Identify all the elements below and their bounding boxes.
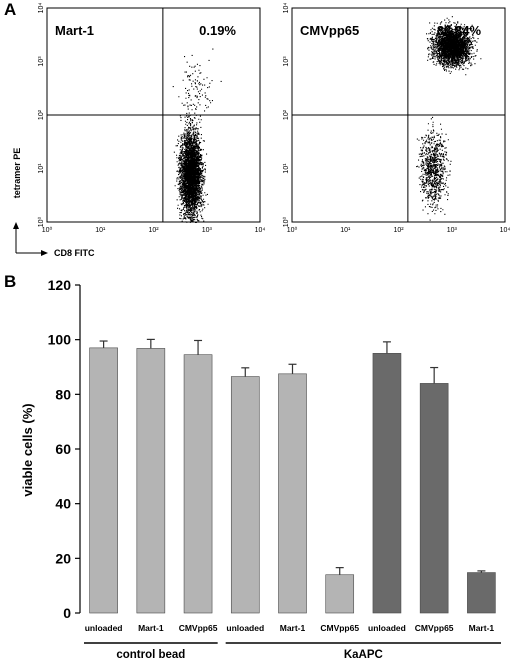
category-label: unloaded [226, 623, 264, 633]
bar [372, 353, 402, 614]
x-tick-label: 10⁰ [287, 226, 298, 234]
bar [230, 376, 260, 614]
category-label: unloaded [368, 623, 406, 633]
y-tick-label: 10⁴ [38, 3, 45, 14]
bar [278, 373, 307, 614]
x-tick-label: 10⁴ [500, 227, 511, 234]
category-label: Mart-1 [469, 623, 495, 633]
dot-plot-1: Mart-1 0.19% 10⁰ 10¹ 10² 10³ 10⁴ 10⁰ 10¹ 10² 10³ 10… [37, 3, 265, 234]
bar-group [230, 367, 260, 614]
y-tick-label: 10² [283, 109, 290, 120]
y-tick-label: 60 [55, 441, 71, 457]
y-tick-label: 100 [48, 332, 72, 348]
x-tick-label: 10¹ [340, 227, 351, 234]
bar [183, 354, 213, 614]
y-tick-label: 20 [55, 550, 71, 566]
y-tick-label: 40 [55, 496, 71, 512]
dot-plot-2: CMVpp65 88.84% 10⁰ 10¹ 10² 10³ 10⁴ 10⁰ 10¹ 10² 10³… [282, 3, 510, 234]
bar [89, 347, 118, 614]
flow-cytometry-panel: Mart-1 0.19% 10⁰ 10¹ 10² 10³ 10⁴ 10⁰ 10¹ 10² 10³ 10… [12, 3, 510, 258]
bar-group [467, 570, 496, 614]
bar-group [183, 339, 213, 614]
viability-bar-chart: 0 20 40 60 80 100 120 viable cells (%) unloaded M… [20, 277, 501, 660]
bar [325, 574, 355, 614]
panel-b-letter: B [4, 272, 17, 291]
category-label: CMVpp65 [320, 623, 359, 633]
y-tick-label: 80 [55, 386, 71, 402]
y-tick-label: 10³ [283, 56, 290, 67]
bar-group [325, 567, 355, 614]
bar-group [419, 366, 449, 614]
bar-group [278, 363, 307, 614]
group-label: control bead [116, 649, 185, 660]
y-tick-label: 0 [63, 605, 71, 621]
y-tick-label: 10³ [38, 56, 45, 67]
category-label: CMVpp65 [415, 623, 454, 633]
bar-group [372, 341, 402, 614]
y-tick-label: 10¹ [283, 163, 290, 174]
y-tick-label: 10² [38, 109, 45, 120]
x-tick-label: 10⁴ [255, 227, 266, 234]
bar-group [89, 340, 118, 614]
y-arrow-head [13, 222, 19, 229]
bar [467, 572, 496, 614]
panel-a-letter: A [4, 0, 17, 19]
x-tick-label: 10³ [447, 227, 458, 234]
x-tick-label: 10² [393, 227, 404, 234]
y-tick-label: 10¹ [38, 163, 45, 174]
y-tick-label: 120 [48, 277, 72, 293]
bar [419, 383, 449, 614]
y-axis-label: viable cells (%) [20, 403, 35, 496]
category-label: CMVpp65 [179, 623, 218, 633]
x-tick-label: 10⁰ [42, 226, 53, 234]
x-tick-label: 10¹ [95, 227, 106, 234]
category-label: unloaded [85, 623, 123, 633]
plot-label: CMVpp65 [300, 23, 359, 38]
axis-arrows: tetramer PE CD8 FITC [12, 148, 95, 258]
x-tick-label: 10³ [202, 227, 213, 234]
x-tick-label: 10² [148, 227, 159, 234]
bar-group [136, 338, 166, 614]
y-tick-label: 10⁰ [37, 217, 45, 228]
bar [136, 348, 166, 614]
y-axis-label: tetramer PE [12, 148, 22, 199]
group-label: KaAPC [344, 649, 383, 660]
event-dots [416, 16, 482, 221]
y-tick-label: 10⁴ [283, 3, 290, 14]
quadrant-percent: 0.19% [199, 23, 236, 38]
x-axis-label: CD8 FITC [54, 248, 95, 258]
y-tick-label: 10⁰ [282, 217, 290, 228]
category-label: Mart-1 [280, 623, 306, 633]
category-label: Mart-1 [138, 623, 164, 633]
x-arrow-head [41, 250, 48, 256]
event-dots [172, 48, 222, 223]
plot-label: Mart-1 [55, 23, 94, 38]
quadrant-percent: 88.84% [437, 23, 482, 38]
